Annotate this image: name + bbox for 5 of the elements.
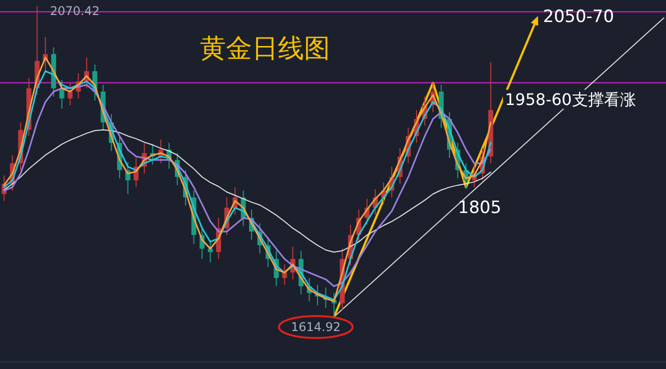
annotation: 2050-70 [543, 7, 614, 27]
annotation: 1805 [458, 198, 502, 218]
text: 1614.92 [291, 320, 341, 334]
ref-line-label: 1958-60支撑看涨 [505, 90, 636, 109]
text: 黄金日线图 [200, 34, 330, 64]
